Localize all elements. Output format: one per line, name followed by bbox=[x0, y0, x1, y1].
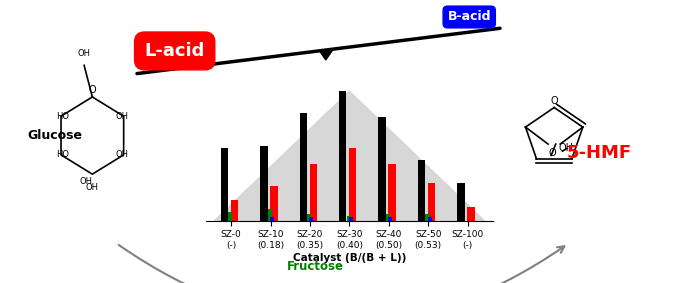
Bar bbox=[347, 216, 351, 221]
FancyArrowPatch shape bbox=[119, 245, 564, 283]
Text: O: O bbox=[88, 85, 96, 95]
Text: 5-HMF: 5-HMF bbox=[566, 144, 632, 162]
Bar bbox=[270, 217, 274, 221]
Text: B-acid: B-acid bbox=[447, 10, 491, 23]
Bar bbox=[427, 217, 432, 221]
Bar bbox=[349, 148, 356, 221]
Text: Fructose: Fructose bbox=[286, 260, 344, 273]
Bar bbox=[221, 148, 228, 221]
Text: HO: HO bbox=[56, 112, 69, 121]
Bar bbox=[339, 91, 347, 221]
Text: OH: OH bbox=[79, 177, 92, 186]
Bar bbox=[299, 113, 307, 221]
Bar bbox=[309, 217, 313, 221]
Bar bbox=[418, 160, 425, 221]
Text: HO: HO bbox=[56, 150, 69, 159]
Bar bbox=[388, 217, 392, 221]
Bar bbox=[467, 207, 475, 221]
Bar bbox=[378, 117, 386, 221]
Bar bbox=[308, 214, 311, 221]
Text: OH: OH bbox=[116, 150, 129, 159]
Bar bbox=[231, 200, 238, 221]
Bar bbox=[386, 214, 390, 221]
Bar bbox=[425, 214, 429, 221]
Text: O: O bbox=[549, 147, 556, 158]
Bar bbox=[270, 186, 277, 221]
Polygon shape bbox=[214, 91, 484, 221]
Bar bbox=[260, 146, 268, 221]
Bar bbox=[457, 183, 464, 221]
Bar bbox=[310, 164, 317, 221]
Bar bbox=[428, 183, 435, 221]
Bar bbox=[228, 212, 232, 221]
Polygon shape bbox=[319, 50, 333, 60]
Text: OH: OH bbox=[77, 49, 90, 58]
Text: L-acid: L-acid bbox=[145, 42, 205, 60]
Text: Glucose: Glucose bbox=[27, 129, 82, 142]
X-axis label: Catalyst (B/(B + L)): Catalyst (B/(B + L)) bbox=[292, 253, 406, 263]
Text: OH: OH bbox=[86, 183, 99, 192]
Text: O: O bbox=[550, 96, 558, 106]
Text: OH: OH bbox=[559, 143, 573, 153]
Bar bbox=[388, 164, 396, 221]
Bar bbox=[349, 217, 353, 221]
Text: OH: OH bbox=[116, 112, 129, 121]
Bar bbox=[268, 209, 272, 221]
